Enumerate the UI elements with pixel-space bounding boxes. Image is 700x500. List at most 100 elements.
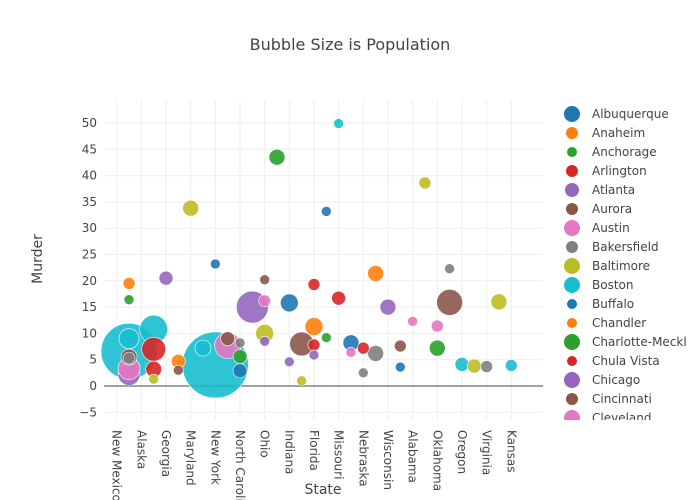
y-tick-label: 35 bbox=[82, 195, 97, 209]
legend-label: Chicago bbox=[592, 373, 640, 387]
bubble bbox=[393, 339, 407, 353]
x-tick-label: Oklahoma bbox=[430, 430, 444, 491]
legend-label: Anaheim bbox=[592, 126, 645, 140]
bubble bbox=[141, 336, 166, 362]
bubble bbox=[220, 331, 235, 346]
legend-marker bbox=[566, 165, 578, 177]
bubble bbox=[333, 118, 344, 129]
bubble bbox=[259, 274, 270, 286]
x-axis-ticks: New Mexico Alaska Georgia Maryland New York N… bbox=[110, 430, 519, 500]
bubble bbox=[321, 206, 332, 217]
legend-marker bbox=[567, 318, 577, 328]
bubble bbox=[367, 265, 384, 282]
legend-label: Arlington bbox=[592, 164, 647, 178]
bubble bbox=[356, 341, 370, 355]
bubble bbox=[307, 338, 321, 352]
legend-label: Atlanta bbox=[592, 183, 635, 197]
y-tick-label: 45 bbox=[82, 142, 97, 156]
legend-label: Boston bbox=[592, 278, 633, 292]
bubble bbox=[345, 347, 357, 358]
y-tick-label: 40 bbox=[82, 169, 97, 183]
legend-clip bbox=[555, 420, 700, 500]
bubble bbox=[357, 367, 369, 379]
legend-label: Buffalo bbox=[592, 297, 634, 311]
bubble bbox=[148, 373, 159, 385]
legend-marker bbox=[564, 334, 580, 350]
bubble bbox=[454, 357, 470, 372]
x-tick-label: Ohio bbox=[258, 430, 272, 458]
bubble bbox=[307, 278, 321, 291]
grid-lines bbox=[104, 100, 543, 420]
legend-marker bbox=[566, 241, 578, 253]
x-tick-label: Alaska bbox=[134, 430, 148, 469]
legend-label: Aurora bbox=[592, 202, 632, 216]
y-tick-label: 15 bbox=[82, 300, 97, 314]
legend-marker bbox=[564, 106, 580, 122]
y-tick-label: 25 bbox=[82, 248, 97, 262]
x-tick-label: Missouri bbox=[332, 430, 346, 479]
x-tick-label: Florida bbox=[307, 430, 321, 471]
bubble bbox=[367, 345, 384, 362]
bubble bbox=[122, 277, 136, 290]
bubble bbox=[122, 351, 136, 365]
x-tick-label: Maryland bbox=[184, 430, 198, 486]
chart-title: Bubble Size is Population bbox=[250, 35, 451, 54]
bubble bbox=[118, 328, 140, 349]
y-axis-title: Murder bbox=[30, 234, 46, 284]
bubble bbox=[480, 360, 493, 373]
bubble bbox=[407, 316, 418, 327]
x-tick-label: Wisconsin bbox=[381, 430, 395, 490]
bubble bbox=[194, 339, 212, 357]
x-tick-label: Nebraska bbox=[356, 430, 370, 487]
legend-marker bbox=[565, 183, 579, 197]
bubble bbox=[268, 148, 286, 166]
bubble bbox=[418, 176, 432, 190]
legend-marker bbox=[567, 147, 577, 157]
legend-marker bbox=[567, 299, 577, 309]
bubble bbox=[123, 294, 135, 306]
bubble bbox=[379, 298, 397, 316]
legend-marker bbox=[566, 393, 578, 405]
bubble bbox=[490, 293, 508, 311]
legend: Albuquerque Anaheim Anchorage Arlington Atla… bbox=[555, 106, 700, 500]
legend-marker bbox=[564, 277, 580, 293]
legend-marker bbox=[566, 127, 578, 139]
legend-label: Baltimore bbox=[592, 259, 650, 273]
legend-marker bbox=[564, 258, 580, 274]
legend-label: Chula Vista bbox=[592, 354, 660, 368]
bubble bbox=[430, 319, 444, 333]
bubble bbox=[280, 293, 299, 313]
x-tick-label: Georgia bbox=[159, 430, 173, 477]
x-tick-label: New York bbox=[208, 430, 222, 485]
x-tick-label: New Mexico bbox=[110, 430, 124, 500]
bubble bbox=[210, 258, 221, 270]
bubble bbox=[284, 356, 295, 368]
bubble bbox=[394, 361, 406, 373]
x-tick-label: Virginia bbox=[480, 430, 494, 475]
legend-marker bbox=[567, 356, 577, 366]
legend-label: Anchorage bbox=[592, 145, 657, 159]
bubble bbox=[428, 339, 446, 357]
bubble bbox=[259, 335, 270, 347]
y-tick-label: −5 bbox=[79, 405, 97, 419]
y-tick-label: 5 bbox=[89, 353, 97, 367]
legend-label: Cincinnati bbox=[592, 392, 652, 406]
bubble bbox=[331, 290, 346, 306]
bubble bbox=[436, 289, 463, 316]
legend-label: Austin bbox=[592, 221, 630, 235]
bubble bbox=[466, 358, 482, 374]
legend-label: Charlotte-Meckl bbox=[592, 335, 687, 349]
bubble bbox=[321, 332, 332, 343]
bubble bbox=[308, 349, 320, 361]
x-tick-label: North Caroli bbox=[233, 430, 247, 500]
bubble bbox=[232, 349, 248, 364]
x-tick-label: Indiana bbox=[282, 430, 296, 474]
bubbles bbox=[100, 118, 518, 399]
bubble bbox=[182, 199, 199, 217]
x-tick-label: Oregon bbox=[455, 430, 469, 474]
bubble bbox=[296, 375, 307, 387]
y-tick-label: 20 bbox=[82, 274, 97, 288]
bubble bbox=[258, 294, 271, 308]
bubble bbox=[444, 263, 455, 275]
legend-label: Albuquerque bbox=[592, 107, 669, 121]
